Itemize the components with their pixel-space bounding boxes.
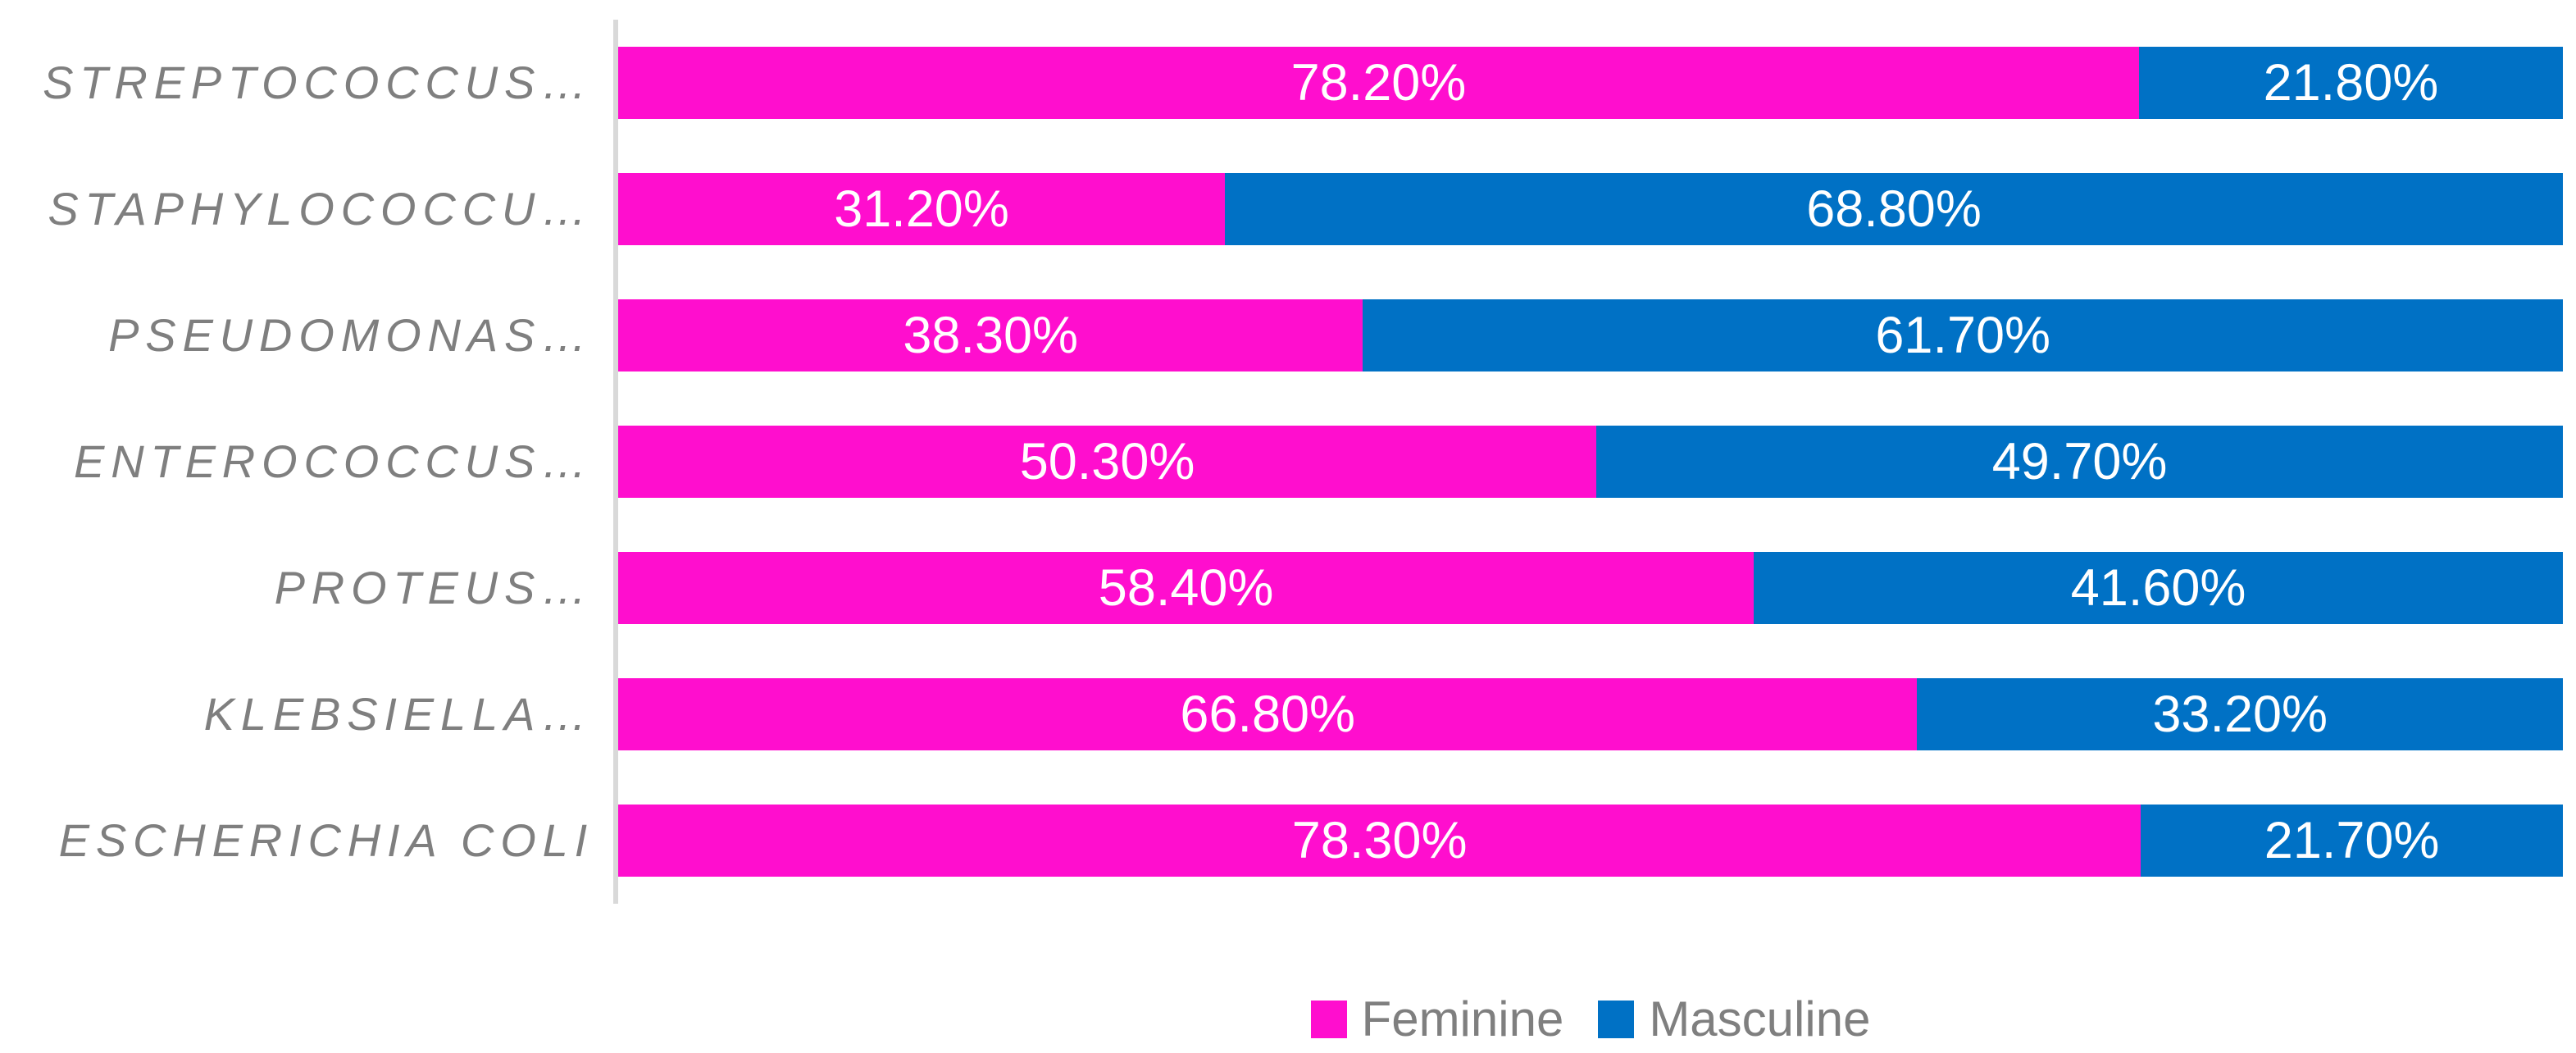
feminine-value-label: 58.40% [1098,558,1274,617]
category-label: STAPHYLOCOCCU… [48,183,594,235]
bar-track: 66.80% 33.20% [618,678,2563,750]
bar-row: PROTEUS… 58.40% 41.60% [0,525,2576,651]
feminine-value-label: 38.30% [903,306,1079,364]
y-axis-line [613,20,618,904]
bar-track: 78.30% 21.70% [618,805,2563,877]
legend-swatch-icon [1310,1001,1347,1038]
legend-label: Masculine [1649,991,1871,1046]
feminine-bar-segment: 58.40% [618,552,1755,624]
legend-swatch-icon [1598,1001,1635,1038]
masculine-bar-segment: 21.70% [2141,805,2563,877]
category-label: PSEUDOMONAS… [108,309,594,361]
bar-track: 38.30% 61.70% [618,299,2563,372]
masculine-bar-segment: 21.80% [2138,47,2563,119]
feminine-value-label: 31.20% [834,180,1009,238]
category-label: ESCHERICHIA COLI [58,814,594,866]
bar-row: ESCHERICHIA COLI 78.30% 21.70% [0,777,2576,904]
feminine-value-label: 78.20% [1290,53,1467,112]
masculine-bar-segment: 41.60% [1754,552,2563,624]
category-label: KLEBSIELLA… [203,688,594,740]
bar-row: PSEUDOMONAS… 38.30% 61.70% [0,272,2576,399]
bar-track: 50.30% 49.70% [618,426,2563,498]
masculine-value-label: 61.70% [1875,306,2051,364]
bar-row: STREPTOCOCCUS… 78.20% 21.80% [0,20,2576,146]
legend: Feminine Masculine [618,991,2563,1048]
masculine-bar-segment: 49.70% [1596,426,2563,498]
feminine-value-label: 78.30% [1291,811,1468,869]
bar-rows-area: STREPTOCOCCUS… 78.20% 21.80% STAPHYLOCOC… [0,20,2576,904]
masculine-value-label: 33.20% [2152,685,2328,743]
legend-item: Feminine [1310,991,1564,1046]
masculine-value-label: 68.80% [1806,180,1982,238]
masculine-bar-segment: 68.80% [1225,173,2563,245]
feminine-bar-segment: 78.20% [618,47,2139,119]
feminine-bar-segment: 78.30% [618,805,2141,877]
feminine-bar-segment: 31.20% [618,173,1226,245]
masculine-value-label: 21.70% [2264,811,2440,869]
masculine-value-label: 49.70% [1991,432,2168,490]
bar-row: KLEBSIELLA… 66.80% 33.20% [0,651,2576,777]
feminine-bar-segment: 50.30% [618,426,1597,498]
bar-track: 31.20% 68.80% [618,173,2563,245]
masculine-value-label: 41.60% [2070,558,2246,617]
category-label: STREPTOCOCCUS… [43,57,594,108]
masculine-value-label: 21.80% [2263,53,2439,112]
feminine-value-label: 50.30% [1019,432,1195,490]
masculine-bar-segment: 33.20% [1917,678,2563,750]
bar-track: 58.40% 41.60% [618,552,2563,624]
feminine-value-label: 66.80% [1180,685,1356,743]
bar-track: 78.20% 21.80% [618,47,2563,119]
feminine-bar-segment: 38.30% [618,299,1363,372]
legend-item: Masculine [1598,995,1870,1044]
masculine-bar-segment: 61.70% [1363,299,2563,372]
feminine-bar-segment: 66.80% [618,678,1918,750]
bar-row: ENTEROCOCCUS… 50.30% 49.70% [0,399,2576,525]
legend-label: Feminine [1361,991,1564,1046]
bar-row: STAPHYLOCOCCU… 31.20% 68.80% [0,146,2576,272]
category-label: ENTEROCOCCUS… [74,435,594,487]
category-label: PROTEUS… [274,562,594,613]
